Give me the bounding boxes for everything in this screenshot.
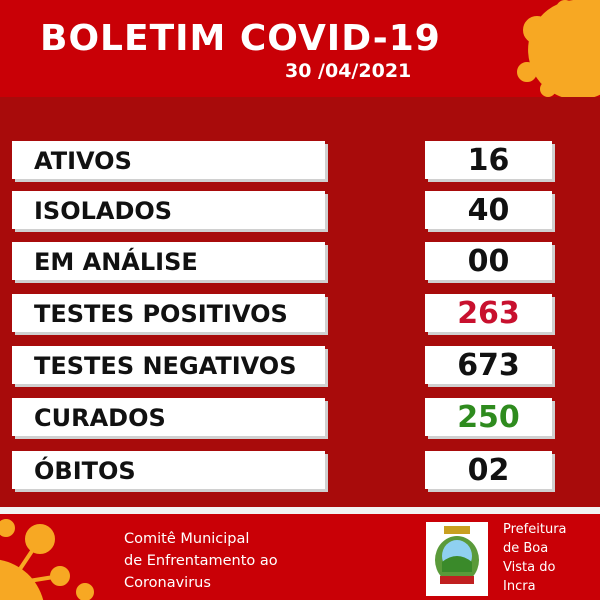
stat-label: ÓBITOS	[12, 451, 325, 489]
footer: Comitê Municipal de Enfrentamento ao Cor…	[0, 514, 600, 600]
stat-label: TESTES POSITIVOS	[12, 294, 325, 332]
stat-label: ISOLADOS	[12, 191, 325, 229]
prefecture-line: Vista do	[503, 560, 556, 575]
stat-value: 250	[425, 398, 552, 436]
virus-icon	[517, 0, 600, 97]
municipal-crest-logo	[426, 522, 488, 596]
stat-row: ATIVOS 16	[0, 141, 600, 179]
stat-row: TESTES NEGATIVOS 673	[0, 346, 600, 384]
stat-label: TESTES NEGATIVOS	[12, 346, 325, 384]
prefecture-line: Incra	[503, 579, 536, 594]
committee-line: de Enfrentamento ao	[124, 553, 278, 569]
stat-label: CURADOS	[12, 398, 325, 436]
prefecture-line: Prefeitura	[503, 522, 567, 537]
virus-icon	[0, 519, 94, 600]
prefecture-text: Prefeitura de Boa Vista do Incra	[503, 520, 567, 596]
stat-value: 40	[425, 191, 552, 229]
stat-label: ATIVOS	[12, 141, 325, 179]
committee-text: Comitê Municipal de Enfrentamento ao Cor…	[124, 528, 278, 594]
stat-value: 673	[425, 346, 552, 384]
header: BOLETIM COVID-19 30 /04/2021	[0, 0, 600, 97]
stat-row: TESTES POSITIVOS 263	[0, 294, 600, 332]
stat-row: EM ANÁLISE 00	[0, 242, 600, 280]
stat-row: ISOLADOS 40	[0, 191, 600, 229]
stat-label: EM ANÁLISE	[12, 242, 325, 280]
stat-value: 16	[425, 141, 552, 179]
page-title: BOLETIM COVID-19	[40, 18, 441, 59]
stat-value: 02	[425, 451, 552, 489]
bulletin-date: 30 /04/2021	[285, 60, 412, 82]
stat-value: 00	[425, 242, 552, 280]
stat-row: ÓBITOS 02	[0, 451, 600, 489]
prefecture-line: de Boa	[503, 541, 549, 556]
divider	[0, 507, 600, 514]
stat-row: CURADOS 250	[0, 398, 600, 436]
stat-value: 263	[425, 294, 552, 332]
committee-line: Comitê Municipal	[124, 531, 250, 547]
committee-line: Coronavirus	[124, 575, 211, 591]
